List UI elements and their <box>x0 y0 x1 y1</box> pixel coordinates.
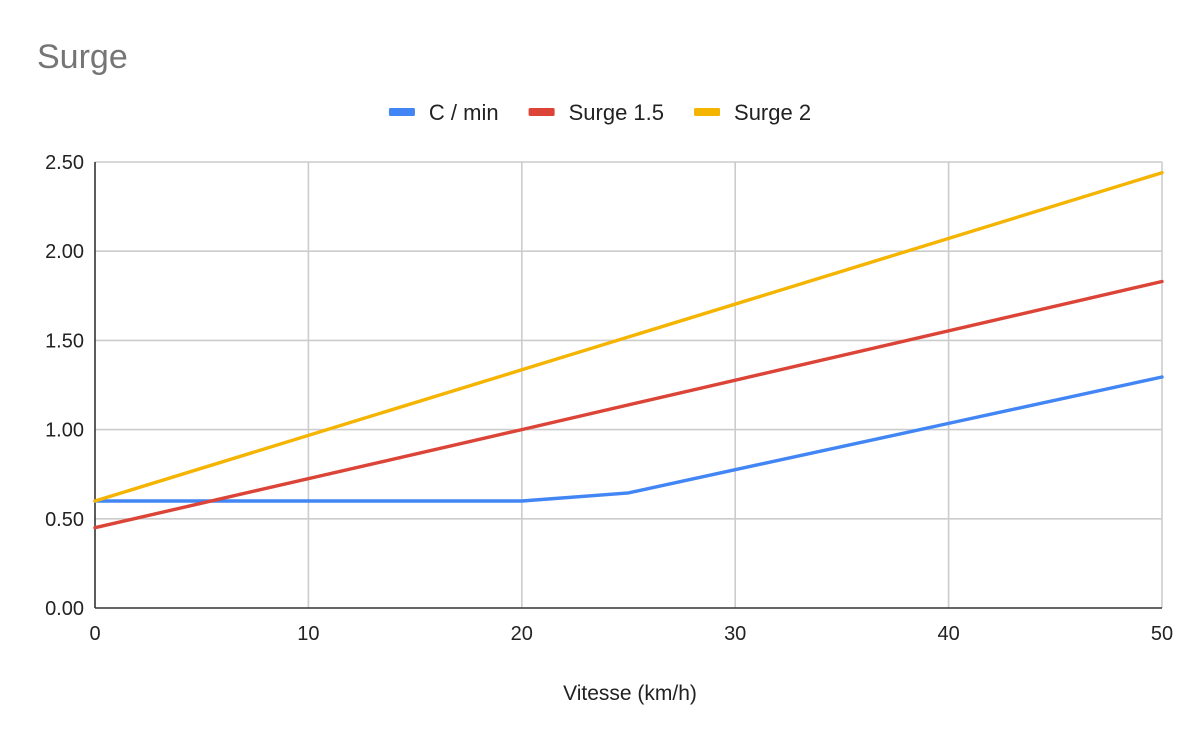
series-layer <box>93 171 1164 530</box>
y-tick-label: 0.00 <box>45 598 84 620</box>
y-tick-label: 1.50 <box>45 330 84 352</box>
x-tick-label: 40 <box>937 623 959 645</box>
y-tick-label: 2.50 <box>45 152 84 174</box>
legend-swatch <box>528 108 555 116</box>
x-axis-title: Vitesse (km/h) <box>563 682 697 705</box>
y-tick-label: 1.00 <box>45 420 84 442</box>
x-tick-label: 10 <box>297 623 319 645</box>
legend-label: C / min <box>429 100 499 125</box>
series-line-surge-2 <box>93 171 1164 503</box>
legend-label: Surge 2 <box>734 100 811 125</box>
legend: C / min Surge 1.5 Surge 2 <box>388 100 811 125</box>
x-tick-label: 50 <box>1151 623 1173 645</box>
legend-swatch <box>388 108 415 116</box>
x-tick-label: 20 <box>511 623 533 645</box>
y-tick-label: 0.50 <box>45 509 84 531</box>
series-line-c-min <box>93 375 1164 503</box>
x-tick-label: 0 <box>89 623 100 645</box>
legend-label: Surge 1.5 <box>569 100 664 125</box>
y-tick-label: 2.00 <box>45 241 84 263</box>
grid <box>95 161 1163 608</box>
axes <box>94 162 1162 609</box>
legend-swatch <box>694 108 721 116</box>
series-line-surge-1-5 <box>93 279 1164 530</box>
x-axis-ticks: 0 10 20 30 40 50 <box>89 623 1173 645</box>
chart-title: Surge <box>37 38 128 76</box>
y-axis-ticks: 0.00 0.50 1.00 1.50 2.00 2.50 <box>45 152 84 620</box>
x-tick-label: 30 <box>724 623 746 645</box>
